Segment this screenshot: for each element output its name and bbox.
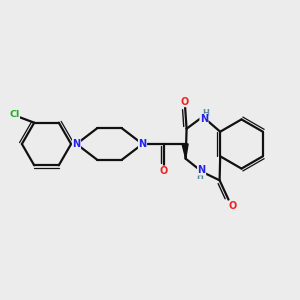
Text: Cl: Cl	[9, 110, 20, 119]
Text: N: N	[138, 139, 147, 149]
Text: N: N	[200, 114, 208, 124]
Text: O: O	[229, 201, 237, 211]
Polygon shape	[182, 144, 188, 159]
Text: N: N	[197, 165, 206, 175]
Text: H: H	[196, 172, 203, 181]
Text: O: O	[181, 97, 189, 107]
Text: N: N	[72, 139, 81, 149]
Text: H: H	[202, 109, 208, 118]
Text: O: O	[160, 166, 168, 176]
